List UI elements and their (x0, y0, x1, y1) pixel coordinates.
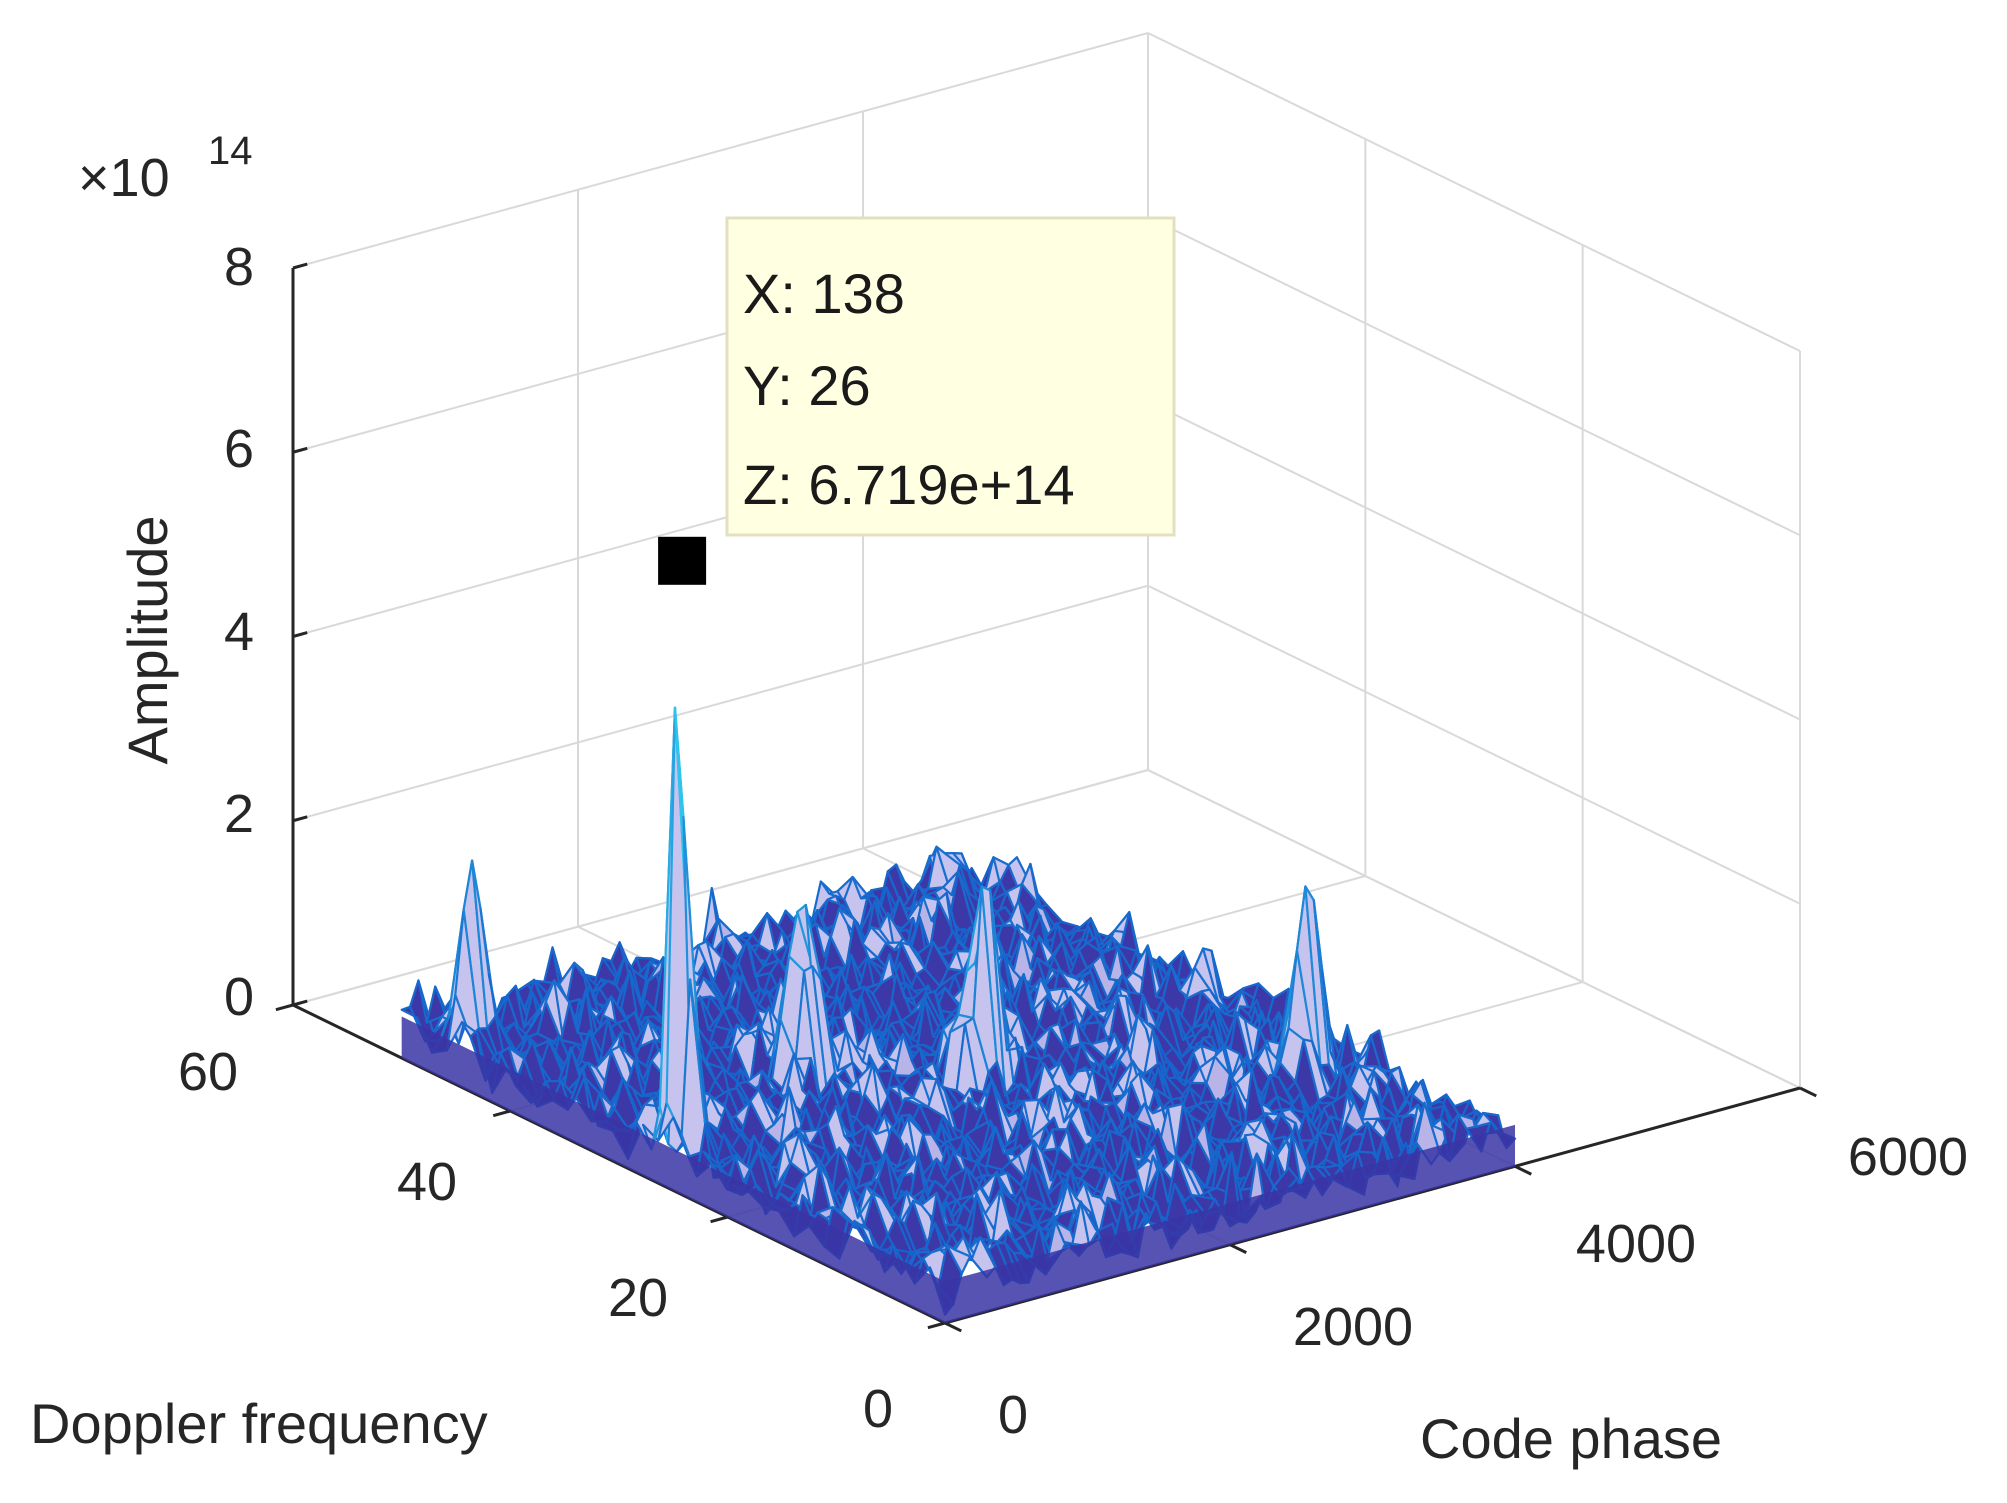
z-axis-label: Amplitude (116, 515, 179, 764)
y-tick-mark (927, 1321, 946, 1330)
z-tick-mark (292, 815, 308, 823)
datatip[interactable]: X: 138 Y: 26 Z: 6.719e+14 (725, 216, 1176, 537)
datatip-x-value: X: 138 (743, 262, 905, 325)
y-axis-label: Doppler frequency (30, 1392, 488, 1455)
z-tick-label: 8 (224, 237, 254, 297)
x-tick-label: 0 (998, 1385, 1028, 1445)
z-tick-mark (292, 446, 308, 454)
y-tick-label: 20 (608, 1268, 668, 1328)
y-tick-mark (710, 1215, 729, 1224)
z-multiplier-base: ×10 (78, 148, 170, 208)
grid-line (1147, 32, 1801, 352)
surface-plot (400, 706, 1517, 1323)
x-tick-mark (1229, 1243, 1247, 1254)
x-tick-mark (944, 1321, 962, 1333)
z-axis-multiplier: ×10 14 (78, 129, 253, 208)
grid-line (1147, 584, 1801, 905)
x-tick-label: 2000 (1293, 1297, 1413, 1357)
y-tick-mark (492, 1109, 511, 1118)
z-tick-label: 2 (224, 784, 254, 844)
grid-line (1147, 216, 1801, 537)
z-tick-label: 0 (224, 967, 254, 1027)
x-axis-label: Code phase (1420, 1407, 1722, 1470)
z-tick-label: 6 (224, 419, 254, 479)
datatip-marker[interactable] (658, 536, 707, 585)
surface-base-side (401, 1016, 946, 1323)
datatip-z-value: Z: 6.719e+14 (743, 453, 1075, 516)
grid-line (292, 32, 1149, 269)
x-tick-mark (1514, 1164, 1532, 1176)
surface-base-front (945, 1124, 1515, 1323)
x-axis-ticks: 0 2000 4000 6000 (998, 1127, 1968, 1445)
y-axis-ticks: 0 20 40 60 (178, 1042, 893, 1439)
datatip-box (725, 216, 1176, 537)
z-axis-ticks: 0 2 4 6 8 (224, 237, 254, 1027)
y-tick-mark (275, 1003, 294, 1012)
grid-line (1147, 400, 1801, 721)
z-tick-mark (292, 262, 308, 270)
grid-line (292, 584, 1149, 822)
x-tick-label: 4000 (1576, 1214, 1696, 1274)
x-tick-mark (1799, 1086, 1817, 1098)
z-tick-mark (292, 631, 308, 638)
z-tick-label: 4 (224, 602, 254, 662)
datatip-y-value: Y: 26 (743, 354, 871, 417)
z-tick-mark (292, 999, 308, 1007)
grid-line (292, 769, 1149, 1006)
y-tick-label: 40 (397, 1152, 457, 1212)
x-tick-label: 6000 (1848, 1127, 1968, 1187)
z-multiplier-exponent: 14 (208, 129, 253, 173)
grid-line (1147, 769, 1801, 1089)
y-tick-label: 60 (178, 1042, 238, 1102)
y-tick-label: 0 (863, 1379, 893, 1439)
